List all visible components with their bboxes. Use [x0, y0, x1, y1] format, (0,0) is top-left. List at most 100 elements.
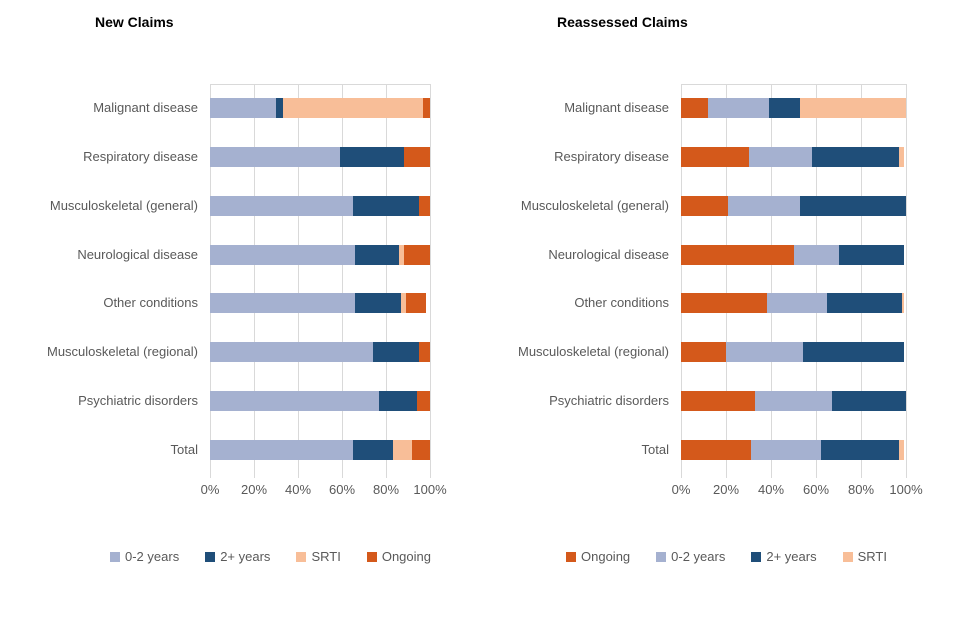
bar-segment	[681, 244, 794, 265]
legend-label: 2+ years	[220, 549, 271, 564]
bar-segment	[416, 390, 430, 411]
bar-segment	[820, 439, 900, 460]
bar-segment	[355, 293, 402, 314]
bar-segment	[210, 147, 340, 168]
legend-item: 0-2 years	[110, 549, 179, 564]
bar-segment	[681, 147, 749, 168]
legend-item: 0-2 years	[656, 549, 725, 564]
bar-segment	[405, 293, 426, 314]
legend-label: 0-2 years	[671, 549, 726, 564]
legend-item: 2+ years	[205, 549, 270, 564]
legend-swatch	[110, 551, 120, 562]
bar-segment	[403, 147, 430, 168]
bar-segment	[766, 293, 828, 314]
bar-segment	[901, 293, 904, 314]
category-label: Neurological disease	[77, 246, 198, 262]
bar-segment	[899, 147, 904, 168]
bar-segment	[276, 98, 283, 119]
bar-segment	[800, 98, 906, 119]
category-label: Other conditions	[574, 295, 669, 311]
bar-segment	[379, 390, 417, 411]
gridline	[906, 84, 907, 478]
bar-segment	[681, 439, 751, 460]
plot-border-top	[210, 84, 430, 85]
category-label: Malignant disease	[564, 100, 669, 116]
bar-segment	[827, 293, 902, 314]
chart-title: New Claims	[95, 14, 174, 30]
bar-segment	[750, 439, 821, 460]
gridline	[861, 84, 862, 478]
category-label: Musculoskeletal (general)	[49, 197, 198, 213]
chart-new-claims: New Claims 0% 20% 40% 60% 80% 100% Malignant d…	[46, 14, 447, 564]
bar-segment	[392, 439, 413, 460]
x-axis-tick-label: 80%	[847, 482, 875, 497]
bar-segment	[419, 342, 430, 363]
bar-segment	[372, 342, 419, 363]
bar-segment	[681, 342, 726, 363]
legend-swatch	[842, 551, 853, 562]
category-label: Total	[170, 441, 198, 457]
bar-segment	[210, 98, 276, 119]
bar-segment	[412, 439, 430, 460]
legend-item: Ongoing	[566, 549, 630, 564]
gridline	[816, 84, 817, 478]
bar-segment	[423, 98, 430, 119]
legend-item: Ongoing	[366, 549, 431, 564]
gridline	[210, 84, 211, 478]
category-label: Psychiatric disorders	[549, 392, 669, 408]
bar-segment	[748, 147, 812, 168]
legend-label: 2+ years	[766, 549, 817, 564]
x-axis-tick-label: 20%	[712, 482, 740, 497]
gridline	[254, 84, 255, 478]
legend-item: 2+ years	[751, 549, 817, 564]
category-label: Psychiatric disorders	[78, 392, 198, 408]
gridline	[726, 84, 727, 478]
legend: 0-2 years 2+ years SRTI Ongoing	[110, 549, 431, 564]
legend-label: Ongoing	[581, 549, 631, 564]
category-label: Musculoskeletal (general)	[520, 197, 669, 213]
category-label: Total	[641, 441, 669, 457]
legend-swatch	[366, 551, 377, 562]
legend-label: SRTI	[857, 549, 887, 564]
legend-label: 0-2 years	[125, 549, 180, 564]
category-label: Respiratory disease	[554, 149, 669, 165]
bar-segment	[793, 244, 839, 265]
x-axis-tick-label: 80%	[372, 482, 400, 497]
x-axis-tick-label: 0%	[200, 482, 220, 497]
bar-segment	[403, 244, 430, 265]
bar-segment	[831, 390, 906, 411]
bar-segment	[210, 390, 380, 411]
bar-segment	[355, 244, 400, 265]
legend-label: Ongoing	[381, 549, 431, 564]
category-label: Musculoskeletal (regional)	[517, 344, 669, 360]
gridline	[342, 84, 343, 478]
bar-segment	[210, 439, 353, 460]
bar-segment	[681, 390, 756, 411]
gridline	[298, 84, 299, 478]
bar-segment	[681, 293, 767, 314]
x-axis-tick-label: 100%	[889, 482, 923, 497]
legend-swatch	[656, 551, 667, 562]
bar-segment	[728, 195, 801, 216]
x-axis-tick-label: 60%	[802, 482, 830, 497]
legend: Ongoing 0-2 years 2+ years SRTI	[566, 549, 887, 564]
legend-item: SRTI	[842, 549, 887, 564]
bar-segment	[800, 195, 906, 216]
bar-segment	[401, 293, 406, 314]
plot-border-top	[681, 84, 906, 85]
category-label: Neurological disease	[548, 246, 669, 262]
bar-segment	[282, 98, 424, 119]
gridline	[771, 84, 772, 478]
bar-segment	[353, 439, 393, 460]
legend-label: SRTI	[311, 549, 341, 564]
category-label: Respiratory disease	[83, 149, 198, 165]
gridline	[681, 84, 682, 478]
category-label: Musculoskeletal (regional)	[46, 344, 198, 360]
bar-segment	[419, 195, 430, 216]
gridline	[386, 84, 387, 478]
legend-swatch	[296, 551, 307, 562]
bar-segment	[838, 244, 904, 265]
bar-segment	[210, 244, 356, 265]
bar-segment	[899, 439, 904, 460]
